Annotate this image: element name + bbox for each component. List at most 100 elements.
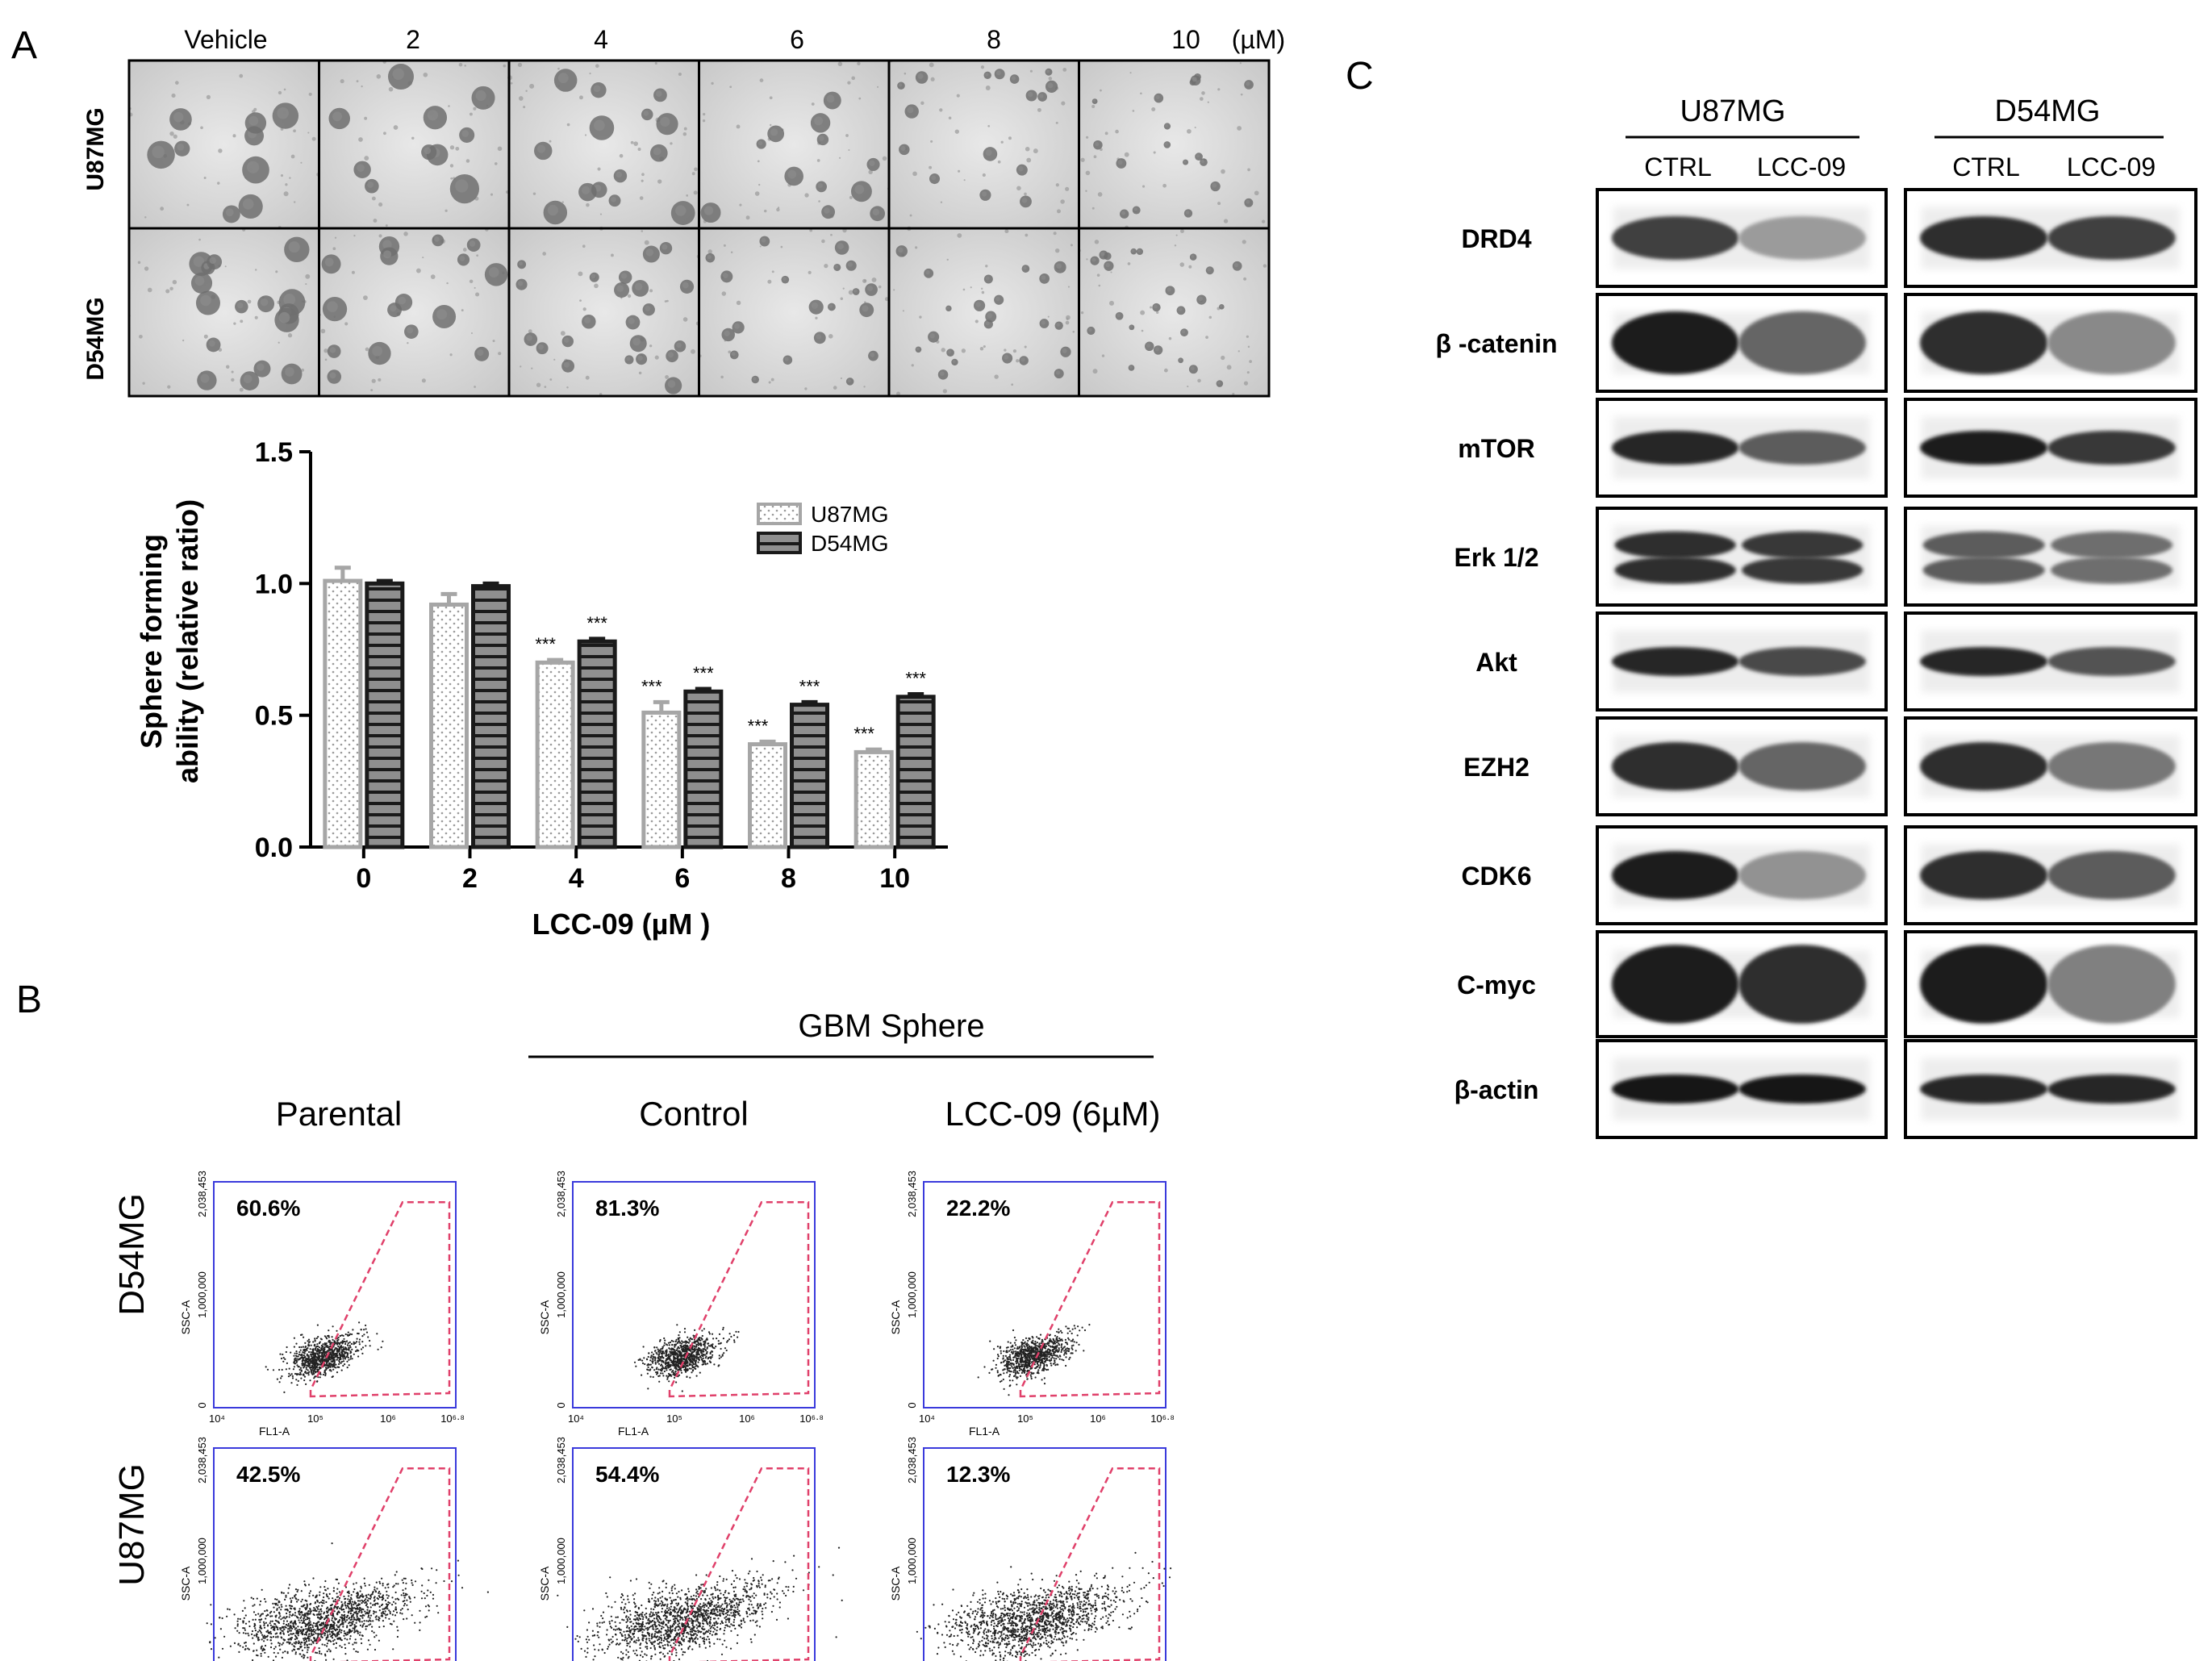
plot-frame: [213, 1181, 457, 1409]
flow-x-tick-label: 10⁴: [568, 1413, 584, 1425]
flow-y-axis-label: SSC-A: [538, 1300, 551, 1334]
band: [1920, 216, 2048, 260]
micrograph-cell: [889, 59, 1079, 228]
band: [1920, 647, 2048, 676]
western-blot-panel: U87MG D54MG CTRL LCC-09 CTRL LCC-09 DRD4…: [1435, 94, 2197, 1139]
band: [1738, 216, 1866, 260]
gate-polygon: [309, 1467, 451, 1661]
blot-box: [1596, 293, 1888, 393]
flow-x-tick-label: 10⁶: [739, 1413, 755, 1425]
flow-y-axis-label: SSC-A: [538, 1566, 551, 1600]
bar-d54mg: [790, 703, 829, 849]
flow-y-tick-label: 1,000,000: [555, 1271, 567, 1318]
band: [1922, 557, 2045, 584]
band: [1611, 851, 1739, 899]
blot-box: [1596, 507, 1888, 607]
protein-label: DRD4: [1461, 224, 1531, 253]
significance-marker: ***: [586, 613, 607, 633]
flow-y-tick-label: 2,038,453: [555, 1171, 567, 1217]
blot-box: [1904, 825, 2197, 925]
flow-y-axis-label: SSC-A: [889, 1566, 902, 1600]
lane-label-u87-lcc09: LCC-09: [1757, 152, 1846, 182]
x-axis-label: LCC-09 (µM ): [532, 908, 711, 941]
blot-box: [1596, 398, 1888, 498]
flow-cytometry-plots: 60.6% 2,038,453 1,000,000 0 SSC-A 10⁴ 10⁵ 10⁶ 10…: [179, 1171, 1175, 1661]
band: [1922, 531, 2045, 559]
protein-label: Akt: [1475, 648, 1517, 677]
flow-x-tick-label: 10⁵: [666, 1413, 682, 1425]
flow-y-tick-label: 1,000,000: [196, 1538, 208, 1584]
blot-box: [1904, 1039, 2197, 1139]
bar-d54mg: [895, 695, 936, 849]
flow-x-tick-label: 10⁶: [380, 1413, 396, 1425]
legend-swatch: [757, 503, 802, 525]
micrograph-cell: [699, 228, 889, 396]
flow-plot: 81.3% 2,038,453 1,000,000 0 SSC-A 10⁴ 10⁵ 10⁶ 10…: [538, 1171, 824, 1438]
significance-marker: ***: [905, 669, 926, 689]
x-tick-label: 0: [356, 863, 371, 894]
blot-box: [1904, 293, 2197, 393]
flow-y-tick-label: 1,000,000: [196, 1271, 208, 1318]
bar-u87mg: [535, 660, 575, 849]
protein-label: CDK6: [1461, 862, 1531, 891]
band: [1611, 431, 1739, 465]
flow-x-tick-label: 10⁶: [1090, 1413, 1106, 1425]
flow-y-tick-label: 1,000,000: [555, 1538, 567, 1584]
y-axis-label-line2: ability (relative ratio): [171, 499, 204, 783]
band: [2047, 216, 2176, 260]
bar-u87mg: [323, 578, 363, 849]
x-tick-label: 10: [879, 863, 910, 894]
protein-label: C-myc: [1457, 970, 1536, 1000]
conc-label-10: 10: [1171, 25, 1200, 54]
flow-y-tick-label: 0: [555, 1402, 567, 1408]
cell-line-label-d54mg: D54MG: [1995, 94, 2101, 128]
flow-x-tick-label: 10⁴: [919, 1413, 935, 1425]
band: [1611, 216, 1739, 260]
bar-d54mg: [577, 639, 617, 849]
band: [2047, 742, 2176, 791]
band: [1738, 647, 1866, 676]
blot-box: [1596, 930, 1888, 1038]
protein-label: β -catenin: [1435, 329, 1557, 358]
band: [2047, 311, 2176, 374]
bar-u87mg: [429, 602, 469, 849]
band: [1611, 742, 1739, 791]
band: [2047, 431, 2176, 465]
band: [1611, 647, 1739, 676]
gate-polygon: [668, 1200, 810, 1398]
flow-x-axis-label: FL1-A: [259, 1425, 290, 1438]
gate-percentage: 42.5%: [236, 1462, 300, 1487]
band: [1920, 945, 2048, 1024]
band: [1920, 1075, 2048, 1104]
band: [1920, 431, 2048, 465]
panel-a-letter: A: [11, 24, 37, 67]
band: [1611, 1075, 1739, 1104]
blot-box: [1904, 930, 2197, 1038]
band: [1738, 945, 1866, 1024]
blot-box: [1596, 825, 1888, 925]
legend-label: D54MG: [811, 531, 888, 556]
blot-box: [1596, 716, 1888, 816]
band: [1920, 851, 2048, 899]
micrograph-cell: [1078, 61, 1269, 230]
flow-plot: 54.4%2,038,4531,000,0000SSC-A10⁴10⁵10⁶10…: [538, 1437, 843, 1661]
legend-swatch: [757, 532, 802, 554]
y-tick-label: 0.5: [255, 701, 293, 732]
concentration-header: Vehicle 2 4 6 8 10 (µM): [184, 25, 1285, 54]
conc-label-8: 8: [987, 25, 1001, 54]
blot-box: [1596, 188, 1888, 288]
cell-line-label-u87mg: U87MG: [1680, 94, 1786, 128]
flow-plot: 42.5%2,038,4531,000,0000SSC-A10⁴10⁵10⁶10…: [179, 1437, 490, 1661]
flow-plot: 60.6% 2,038,453 1,000,000 0 SSC-A 10⁴ 10⁵ 10⁶ 10…: [179, 1171, 465, 1438]
flow-x-tick-label: 10⁵: [1017, 1413, 1033, 1425]
band: [1738, 851, 1866, 899]
flow-x-tick-label: 10⁶·⁸: [440, 1413, 465, 1425]
row-label-u87mg: U87MG: [82, 107, 109, 190]
micrograph-cell: [319, 60, 509, 228]
micrograph-cell: [509, 226, 701, 396]
micrograph-cell: [128, 61, 320, 230]
lane-label-u87-ctrl: CTRL: [1644, 152, 1712, 182]
band: [1614, 557, 1736, 584]
y-tick-label: 1.0: [255, 569, 293, 599]
micrograph-cell: [128, 227, 319, 396]
